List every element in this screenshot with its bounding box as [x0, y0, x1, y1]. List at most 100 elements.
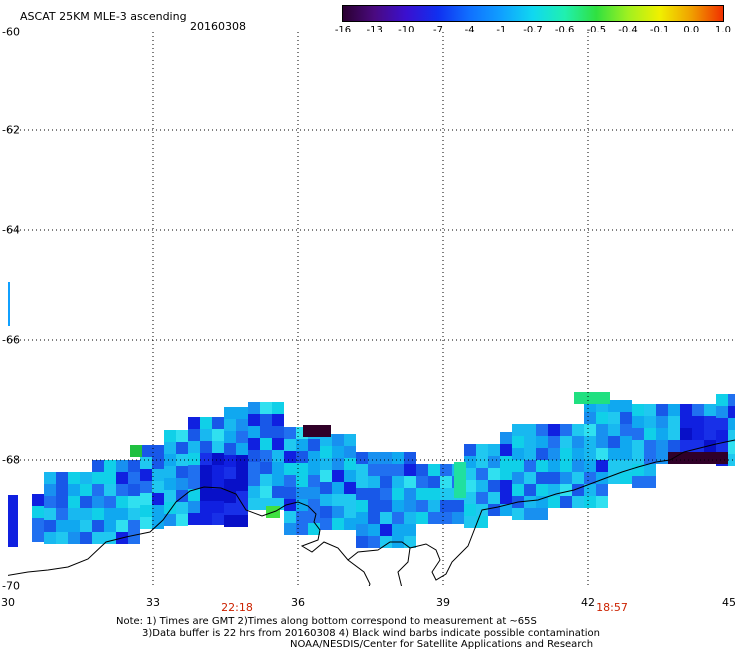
swath-cell	[668, 452, 728, 464]
swath-cell	[644, 452, 656, 464]
swath-cell	[692, 428, 704, 440]
swath-cell	[428, 500, 440, 512]
swath-cell	[164, 466, 176, 478]
swath-cell	[644, 476, 656, 488]
swath-cell	[296, 511, 308, 523]
swath-cell	[116, 484, 128, 496]
swath-cell	[392, 476, 404, 488]
swath-cell	[728, 406, 735, 418]
swath-cell	[116, 496, 128, 508]
swath-cell	[176, 430, 188, 442]
swath-cell	[380, 464, 392, 476]
swath-cell	[236, 503, 248, 515]
swath-cell	[164, 454, 176, 466]
swath-cell	[692, 404, 704, 416]
map-svg	[8, 32, 735, 586]
swath-cell	[440, 512, 452, 524]
swath-cell	[596, 412, 608, 424]
swath-cell	[656, 404, 668, 416]
swath-cell	[500, 492, 512, 504]
swath-cell	[116, 508, 128, 520]
swath-cell	[188, 441, 200, 453]
swath-cell	[308, 499, 320, 511]
swath-cell	[512, 448, 524, 460]
map-date: 20160308	[190, 20, 246, 33]
swath-cell	[188, 477, 200, 489]
swath-cell	[560, 484, 572, 496]
swath-cell	[524, 424, 536, 436]
swath-cell	[416, 488, 428, 500]
swath-cell	[332, 518, 344, 530]
y-tick-label: -70	[2, 579, 20, 593]
swath-cell	[548, 460, 560, 472]
swath-cell	[272, 450, 284, 462]
swath-cell	[32, 494, 44, 506]
swath-cell	[80, 520, 92, 532]
colorbar-tick-label: -0.6	[554, 25, 575, 36]
swath-cell	[188, 465, 200, 477]
swath-cell	[284, 439, 296, 451]
swath-cell	[188, 501, 200, 513]
swath-cell	[704, 404, 716, 416]
swath-cell	[128, 520, 140, 532]
swath-cell	[212, 465, 224, 477]
swath-cell	[32, 518, 44, 530]
swath-cell	[236, 491, 248, 503]
swath-cell	[632, 416, 644, 428]
y-tick-label: -68	[2, 453, 20, 467]
swath-cell	[248, 426, 260, 438]
swath-cell	[212, 417, 224, 429]
swath-cell	[536, 460, 548, 472]
swath-cell	[104, 532, 116, 544]
swath-cell	[32, 530, 44, 542]
swath-cell	[80, 472, 92, 484]
swath-cell	[536, 448, 548, 460]
swath-cell	[284, 487, 296, 499]
swath-cell	[212, 513, 224, 525]
pass-time-label: 18:57	[596, 601, 628, 614]
swath-cell	[716, 394, 728, 406]
swath-cell	[392, 524, 404, 536]
swath-cell	[356, 464, 368, 476]
swath-cell	[644, 464, 656, 476]
swath-cell	[392, 512, 404, 524]
swath-cell	[80, 484, 92, 496]
swath-cell	[176, 514, 188, 526]
swath-cell	[296, 463, 308, 475]
swath-cell	[560, 448, 572, 460]
swath-cell	[284, 475, 296, 487]
swath-cell	[548, 496, 560, 508]
swath-cell	[140, 445, 152, 457]
note-line-2: 3)Data buffer is 22 hrs from 20160308 4)…	[142, 628, 600, 639]
swath-cell	[56, 472, 68, 484]
swath-cell	[104, 472, 116, 484]
swath-cell	[308, 475, 320, 487]
swath-cell	[524, 508, 536, 520]
swath-cell	[668, 416, 680, 428]
swath-cell	[92, 520, 104, 532]
swath-cell	[584, 496, 596, 508]
swath-cell	[32, 506, 44, 518]
swath-cell	[80, 508, 92, 520]
x-tick-label: 33	[146, 596, 160, 609]
swath-cell	[128, 496, 140, 508]
swath-cell	[500, 432, 512, 444]
swath-cell	[500, 456, 512, 468]
swath-cell	[152, 445, 164, 457]
swath-cell	[188, 489, 200, 501]
swath-cell	[368, 452, 380, 464]
swath-cell	[548, 472, 560, 484]
swath-cell	[260, 414, 272, 426]
swath-cell	[560, 472, 572, 484]
swath-cell	[464, 456, 476, 468]
swath-cell	[152, 469, 164, 481]
swath-cell	[284, 511, 296, 523]
swath-cell	[380, 500, 392, 512]
swath-cell	[344, 470, 356, 482]
swath-cell	[560, 436, 572, 448]
swath-cell	[464, 444, 476, 456]
swath-cell	[548, 436, 560, 448]
swath-cell	[224, 515, 236, 527]
swath-cell	[512, 424, 524, 436]
swath-cell	[308, 451, 320, 463]
